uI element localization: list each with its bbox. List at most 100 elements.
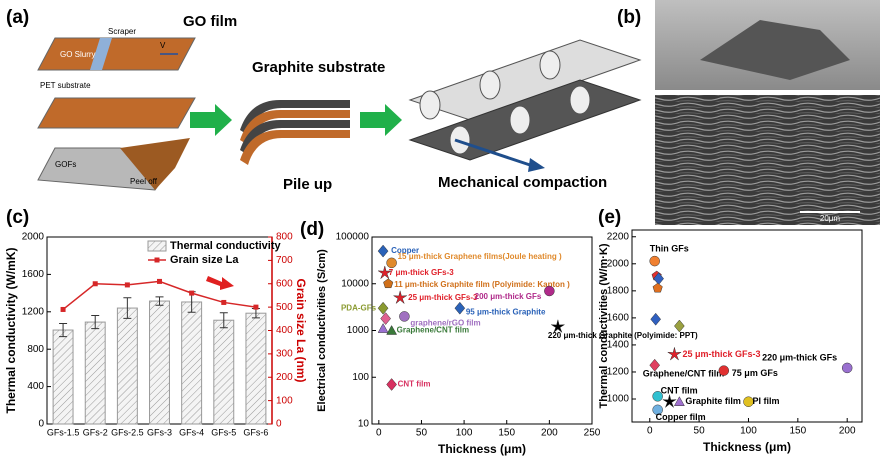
diagram-label: PET substrate <box>40 81 91 90</box>
y-axis-label: Electrical conductivities (S/cm) <box>316 249 328 412</box>
y-tick-label: 1400 <box>607 340 630 351</box>
error-bar <box>219 312 228 329</box>
point <box>380 312 391 325</box>
point <box>544 285 555 297</box>
gofs-sheet <box>120 138 190 190</box>
line-point <box>189 290 195 296</box>
line-point <box>221 299 227 305</box>
arrow <box>190 104 232 136</box>
x-tick-label: 200 <box>541 428 558 439</box>
bar <box>149 300 170 425</box>
dried-sheet <box>37 97 196 129</box>
x-axis-label: Thickness (μm) <box>438 442 526 456</box>
point <box>649 255 660 267</box>
y-tick-label: 400 <box>27 381 44 392</box>
x-tick-label: 250 <box>584 428 601 439</box>
point <box>674 319 685 333</box>
point <box>377 244 389 258</box>
diagram-label: GO Slurry <box>60 50 96 59</box>
bar <box>84 321 106 425</box>
point-label: Graphene/CNT film <box>643 369 725 379</box>
y2-tick-label: 400 <box>276 325 293 336</box>
diagram-label: Graphite substrate <box>252 59 385 76</box>
y-tick-label: 2200 <box>607 231 630 242</box>
panel-label: (e) <box>598 207 621 228</box>
point <box>386 257 397 269</box>
point-label: graphene/rGO film <box>410 319 480 328</box>
point <box>841 362 853 374</box>
x-tick-label: GFs-4 <box>179 427 204 437</box>
point-label: Graphite film <box>685 396 741 406</box>
line-point <box>60 306 66 312</box>
panel-b: (b) 20μm <box>617 0 880 225</box>
y-tick-label: 2000 <box>22 232 45 243</box>
y-tick-label: 1200 <box>607 367 630 378</box>
x-axis-label: Thickness (μm) <box>703 440 791 454</box>
y-axis-label: Thermal conductivity (W/mK) <box>4 247 18 413</box>
x-tick-label: 200 <box>839 426 856 437</box>
point-label: Graphene/CNT film <box>397 326 469 335</box>
point-label: 220 μm-thick Graphite (Polyimide: PPT) <box>548 331 698 340</box>
y-tick-label: 0 <box>38 419 44 430</box>
x-tick-label: 100 <box>456 428 473 439</box>
x-tick-label: GFs-1.5 <box>47 427 80 437</box>
point <box>652 282 663 293</box>
diagram-label: Peel off <box>130 177 158 186</box>
point-label: Thin GFs <box>650 243 689 253</box>
point-label: Copper film <box>656 412 706 422</box>
point <box>662 394 677 408</box>
point <box>652 404 663 416</box>
legend-swatch <box>147 240 167 252</box>
x-tick-label: GFs-2 <box>83 427 108 437</box>
line-point <box>253 304 259 310</box>
plot-frame <box>631 229 863 423</box>
point <box>652 391 663 402</box>
y2-tick-label: 800 <box>276 232 293 243</box>
bar <box>116 307 138 425</box>
x-tick-label: 100 <box>740 426 757 437</box>
point-label: 220 μm-thick GFs <box>762 352 837 362</box>
y-tick-label: 10000 <box>341 278 369 289</box>
point <box>649 358 661 372</box>
annotation-arrow <box>206 276 234 290</box>
y2-tick-label: 500 <box>276 302 293 313</box>
y-axis-label: Thermal conductivities (W/m·K) <box>598 243 610 408</box>
y2-axis-label: Grain size La (nm) <box>294 278 308 382</box>
panel-label: (d) <box>300 219 324 240</box>
error-bar <box>123 297 132 319</box>
diagram-label: GO film <box>183 13 237 30</box>
point <box>383 278 394 289</box>
bar <box>52 329 74 425</box>
arrow <box>360 104 402 136</box>
point-label: CNT film <box>398 380 431 389</box>
x-tick-label: 50 <box>694 426 706 437</box>
point-label: 95 μm-thick Graphite <box>466 307 546 316</box>
point <box>743 396 754 407</box>
x-tick-label: 150 <box>498 428 515 439</box>
diagram-label: Pile up <box>283 176 332 193</box>
x-tick-label: GFs-2.5 <box>111 427 144 437</box>
bar <box>181 301 203 425</box>
scraper <box>90 38 112 70</box>
panel-label: (b) <box>617 7 641 28</box>
panel-label: (c) <box>6 207 29 228</box>
point <box>718 365 730 376</box>
bar <box>213 319 235 425</box>
line-point <box>92 281 98 287</box>
diagram-label: V <box>160 41 166 50</box>
x-tick-label: GFs-3 <box>147 427 172 437</box>
diagram-label: Mechanical compaction <box>438 174 607 191</box>
point <box>454 301 466 315</box>
point-label: Copper <box>391 246 419 255</box>
point-label: 15 μm-thick Graphene films(Joule heating… <box>398 252 562 261</box>
photo-sample <box>700 20 850 80</box>
y-tick-label: 1000 <box>347 325 370 336</box>
compaction-rollers <box>408 39 642 172</box>
y-tick-label: 1600 <box>607 313 630 324</box>
legend-label: Grain size La <box>170 254 239 266</box>
point-label: 200 μm-thick GFs <box>475 292 542 301</box>
point-label: 11 μm-thick Graphite film (Polyimide: Ka… <box>394 280 570 289</box>
point-label: 25 μm-thick GFs-3 <box>408 293 478 302</box>
y2-tick-label: 0 <box>276 419 282 430</box>
